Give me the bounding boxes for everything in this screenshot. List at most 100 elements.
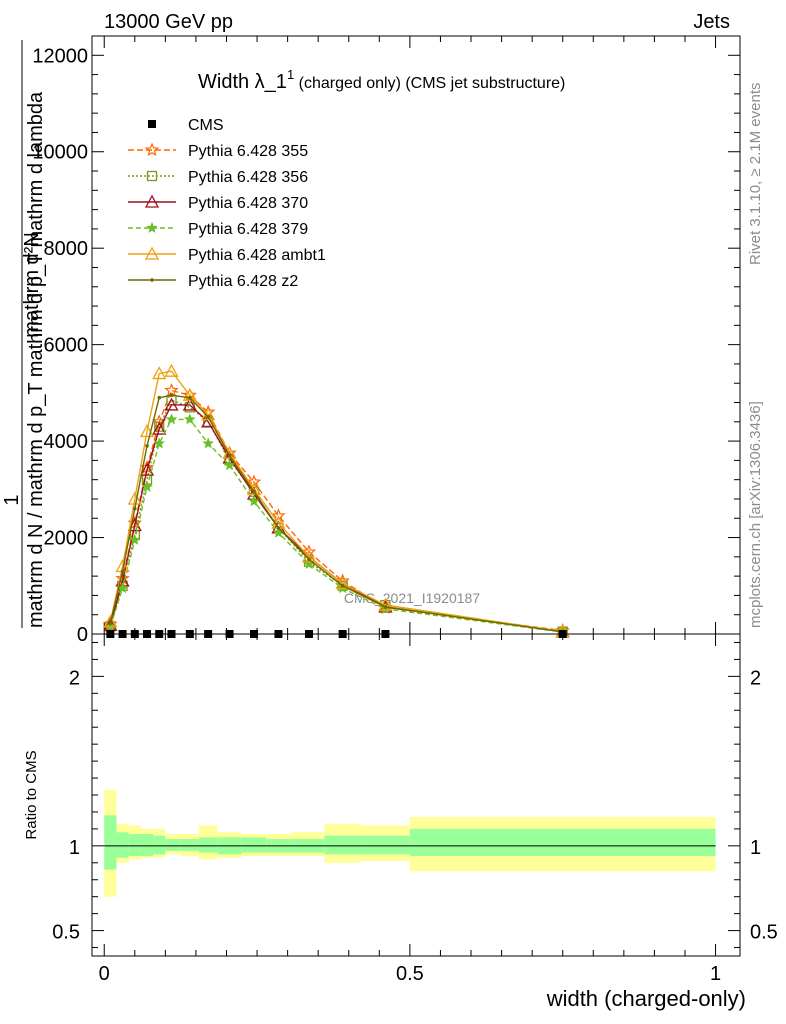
data-point (340, 583, 345, 588)
ratio-stat-band (104, 815, 117, 870)
y-label-denominator: mathrm d N / mathrm d p_T mathrm d p_T m… (25, 91, 47, 628)
data-point (165, 413, 178, 425)
data-point (145, 444, 149, 448)
data-point (127, 491, 142, 505)
data-point (139, 424, 155, 438)
plot-title-rest: (charged only) (CMS jet substructure) (294, 75, 565, 92)
data-point (152, 366, 167, 380)
ratio-stat-band (128, 833, 141, 857)
series-line (109, 404, 563, 633)
plot-title: Width λ_11 (charged only) (CMS jet subst… (198, 67, 565, 93)
legend-entry: Pythia 6.428 z2 (128, 273, 298, 290)
data-point (223, 459, 236, 471)
data-point (252, 489, 256, 494)
series-line (109, 399, 563, 633)
data-point (182, 397, 197, 411)
data-point (164, 382, 179, 397)
main-y-label: 1 mathrm d N / mathrm d p_T mathrm d p_T… (1, 40, 47, 628)
series-pythia-6-428-ambt1 (103, 363, 570, 638)
data-point (301, 544, 317, 559)
main-y-tick-label: 8000 (44, 238, 89, 260)
main-x-ticks (103, 36, 717, 634)
series-line (109, 389, 563, 632)
plot-title-sup: 1 (287, 67, 294, 82)
series-line (109, 418, 563, 633)
x-axis-label: width (charged-only) (546, 986, 746, 1011)
data-point (157, 395, 162, 400)
data-point (182, 387, 197, 401)
ratio-y-tick-label: 1 (69, 837, 80, 859)
ratio-bands (104, 789, 716, 897)
ratio-y-tick-label: 0.5 (52, 922, 80, 944)
series-pythia-6-428-z2 (108, 393, 565, 634)
legend-entry: Pythia 6.428 370 (128, 194, 308, 212)
header-left: 13000 GeV pp (104, 11, 233, 33)
data-point (378, 599, 393, 613)
legend: CMS Pythia 6.428 355 Pythia 6.428 356 Pythi… (128, 117, 326, 290)
data-point (202, 437, 214, 449)
data-point (146, 221, 158, 233)
ratio-y-axis: 0.5 0.5 1 1 2 2 (52, 641, 778, 949)
data-point (129, 533, 141, 545)
legend-label: Pythia 6.428 379 (188, 221, 308, 238)
main-y-tick-label: 4000 (44, 431, 89, 453)
data-point (141, 480, 153, 492)
ratio-stat-band (180, 839, 199, 851)
data-point (206, 415, 210, 419)
data-point (383, 605, 388, 609)
legend-label: Pythia 6.428 370 (188, 195, 308, 212)
data-point (307, 557, 311, 562)
y-label-prefix: 1 (1, 494, 23, 505)
data-point (183, 413, 196, 425)
main-y-tick-label: 10000 (32, 142, 88, 164)
main-y-axis: 0 2000 4000 6000 8000 10000 12000 (32, 45, 740, 646)
legend-label: Pythia 6.428 355 (188, 143, 308, 160)
data-point (132, 506, 137, 511)
main-y-tick-label: 6000 (44, 335, 89, 357)
legend-entry: CMS (148, 117, 224, 134)
series-pythia-6-428-370 (103, 397, 570, 638)
ratio-y-tick-label-right: 2 (750, 667, 761, 689)
legend-label: Pythia 6.428 356 (188, 169, 308, 186)
ratio-y-tick-label: 2 (69, 667, 80, 689)
ratio-plot-panel: 0.5 0.5 1 1 2 2 0 0.5 1 Ratio to CMS width (cha… (23, 633, 778, 1011)
legend-entry: Pythia 6.428 355 (128, 142, 308, 160)
ratio-stat-band (409, 828, 716, 857)
ratio-stat-band (198, 837, 218, 853)
data-point (148, 120, 156, 128)
series-line (109, 394, 563, 633)
main-y-tick-label: 0 (77, 624, 88, 646)
ratio-stat-band (140, 833, 154, 857)
x-tick-label: 0 (99, 963, 110, 985)
data-point (378, 597, 393, 611)
series-pythia-6-428-356 (105, 394, 568, 637)
data-point (146, 170, 158, 182)
ratio-stat-band (165, 839, 181, 851)
data-point (139, 462, 155, 476)
legend-label: CMS (188, 117, 224, 134)
ratio-y-label: Ratio to CMS (23, 750, 40, 839)
data-point (271, 508, 286, 523)
plot-title-main: Width λ_1 (198, 71, 287, 93)
ratio-x-axis: 0 0.5 1 (99, 634, 721, 985)
data-point (188, 395, 192, 400)
data-point (108, 621, 113, 626)
ratio-plot-frame (91, 633, 741, 957)
ratio-stat-band (153, 835, 166, 855)
legend-label: Pythia 6.428 z2 (188, 273, 298, 290)
mcplots-label: mcplots.cern.ch [arXiv:1306.3436] (747, 401, 764, 628)
ratio-y-tick-label-right: 1 (750, 837, 761, 859)
data-point (103, 614, 118, 628)
ratio-stat-band (241, 837, 267, 853)
y-label-numerator: mathrm d²N (21, 232, 43, 338)
ratio-stat-band (360, 835, 410, 855)
legend-entry: Pythia 6.428 356 (128, 169, 308, 186)
data-point (144, 142, 160, 157)
series-line (109, 370, 563, 633)
main-y-tick-label: 2000 (44, 528, 89, 550)
ratio-y-tick-label-right: 0.5 (750, 922, 778, 944)
data-point (152, 421, 167, 435)
data-point (276, 526, 281, 530)
